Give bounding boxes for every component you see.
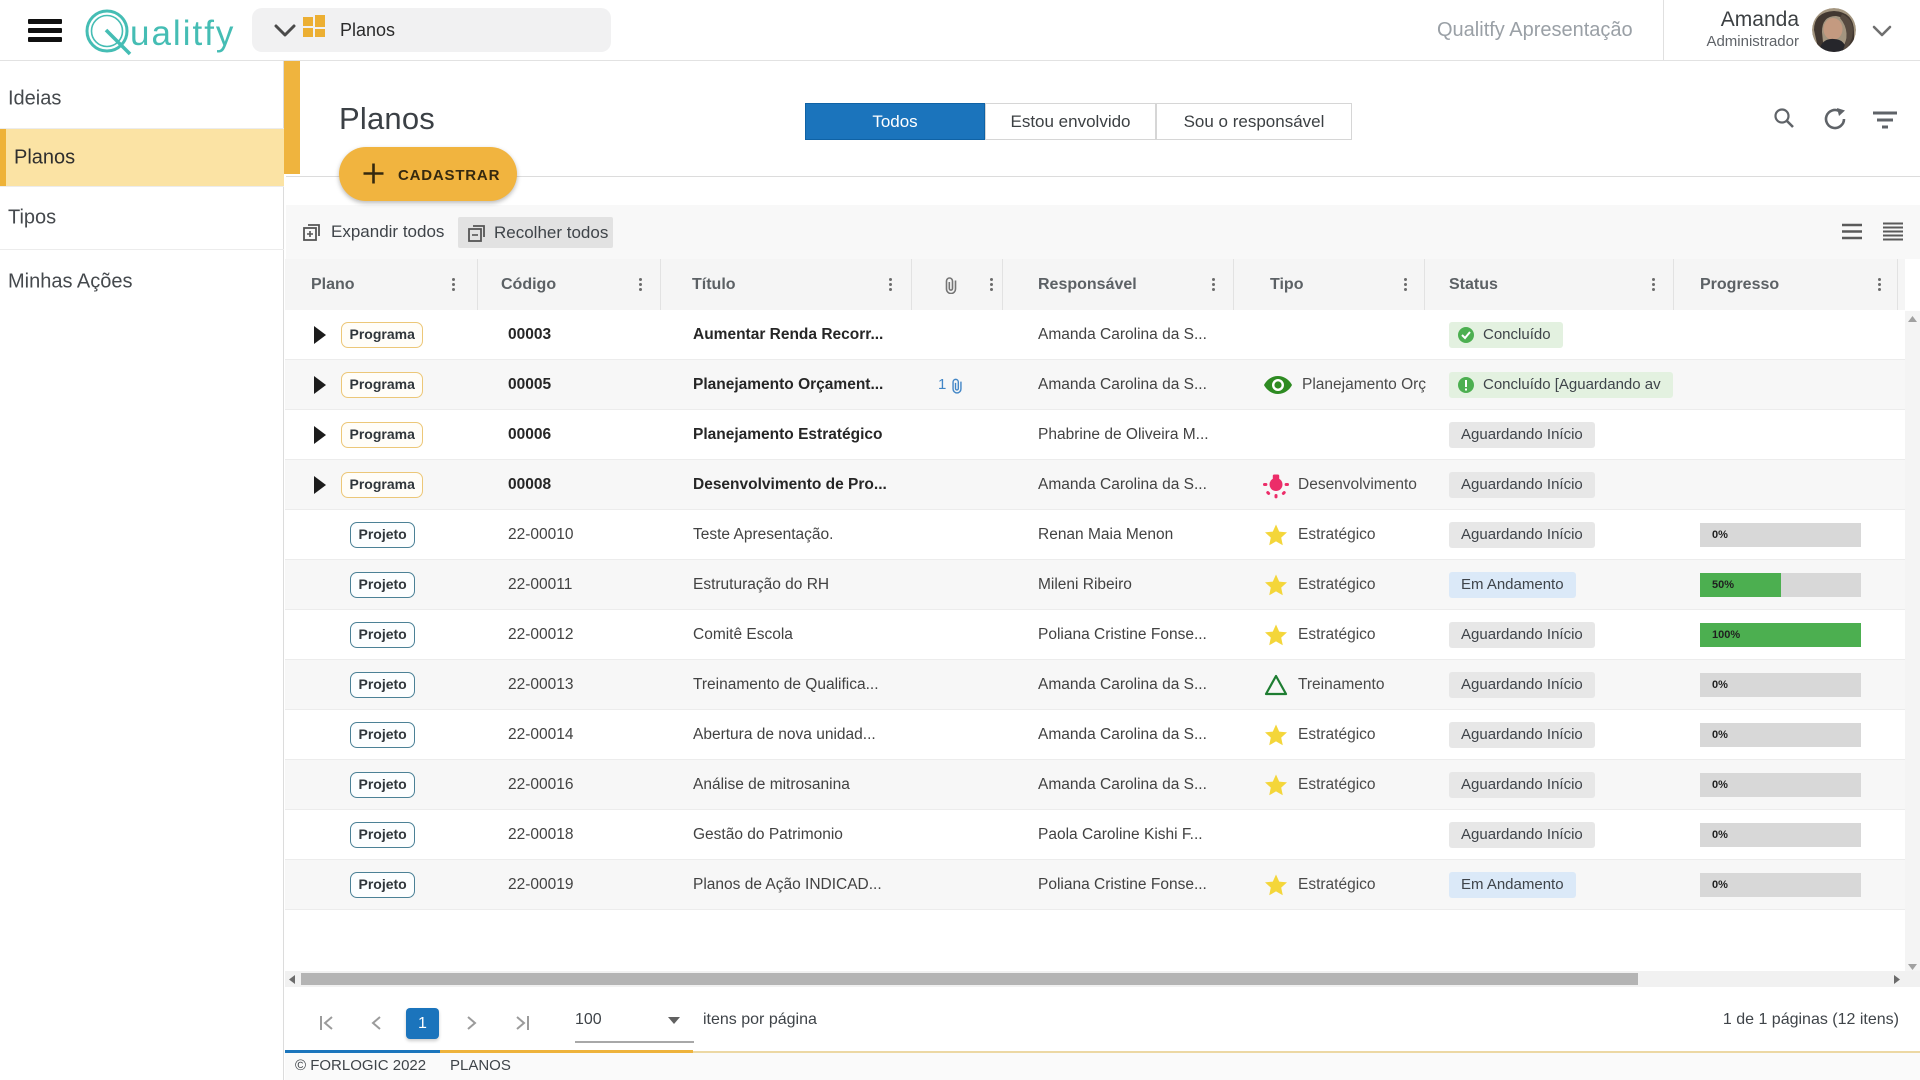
svg-text:ualitfy: ualitfy: [130, 14, 235, 53]
